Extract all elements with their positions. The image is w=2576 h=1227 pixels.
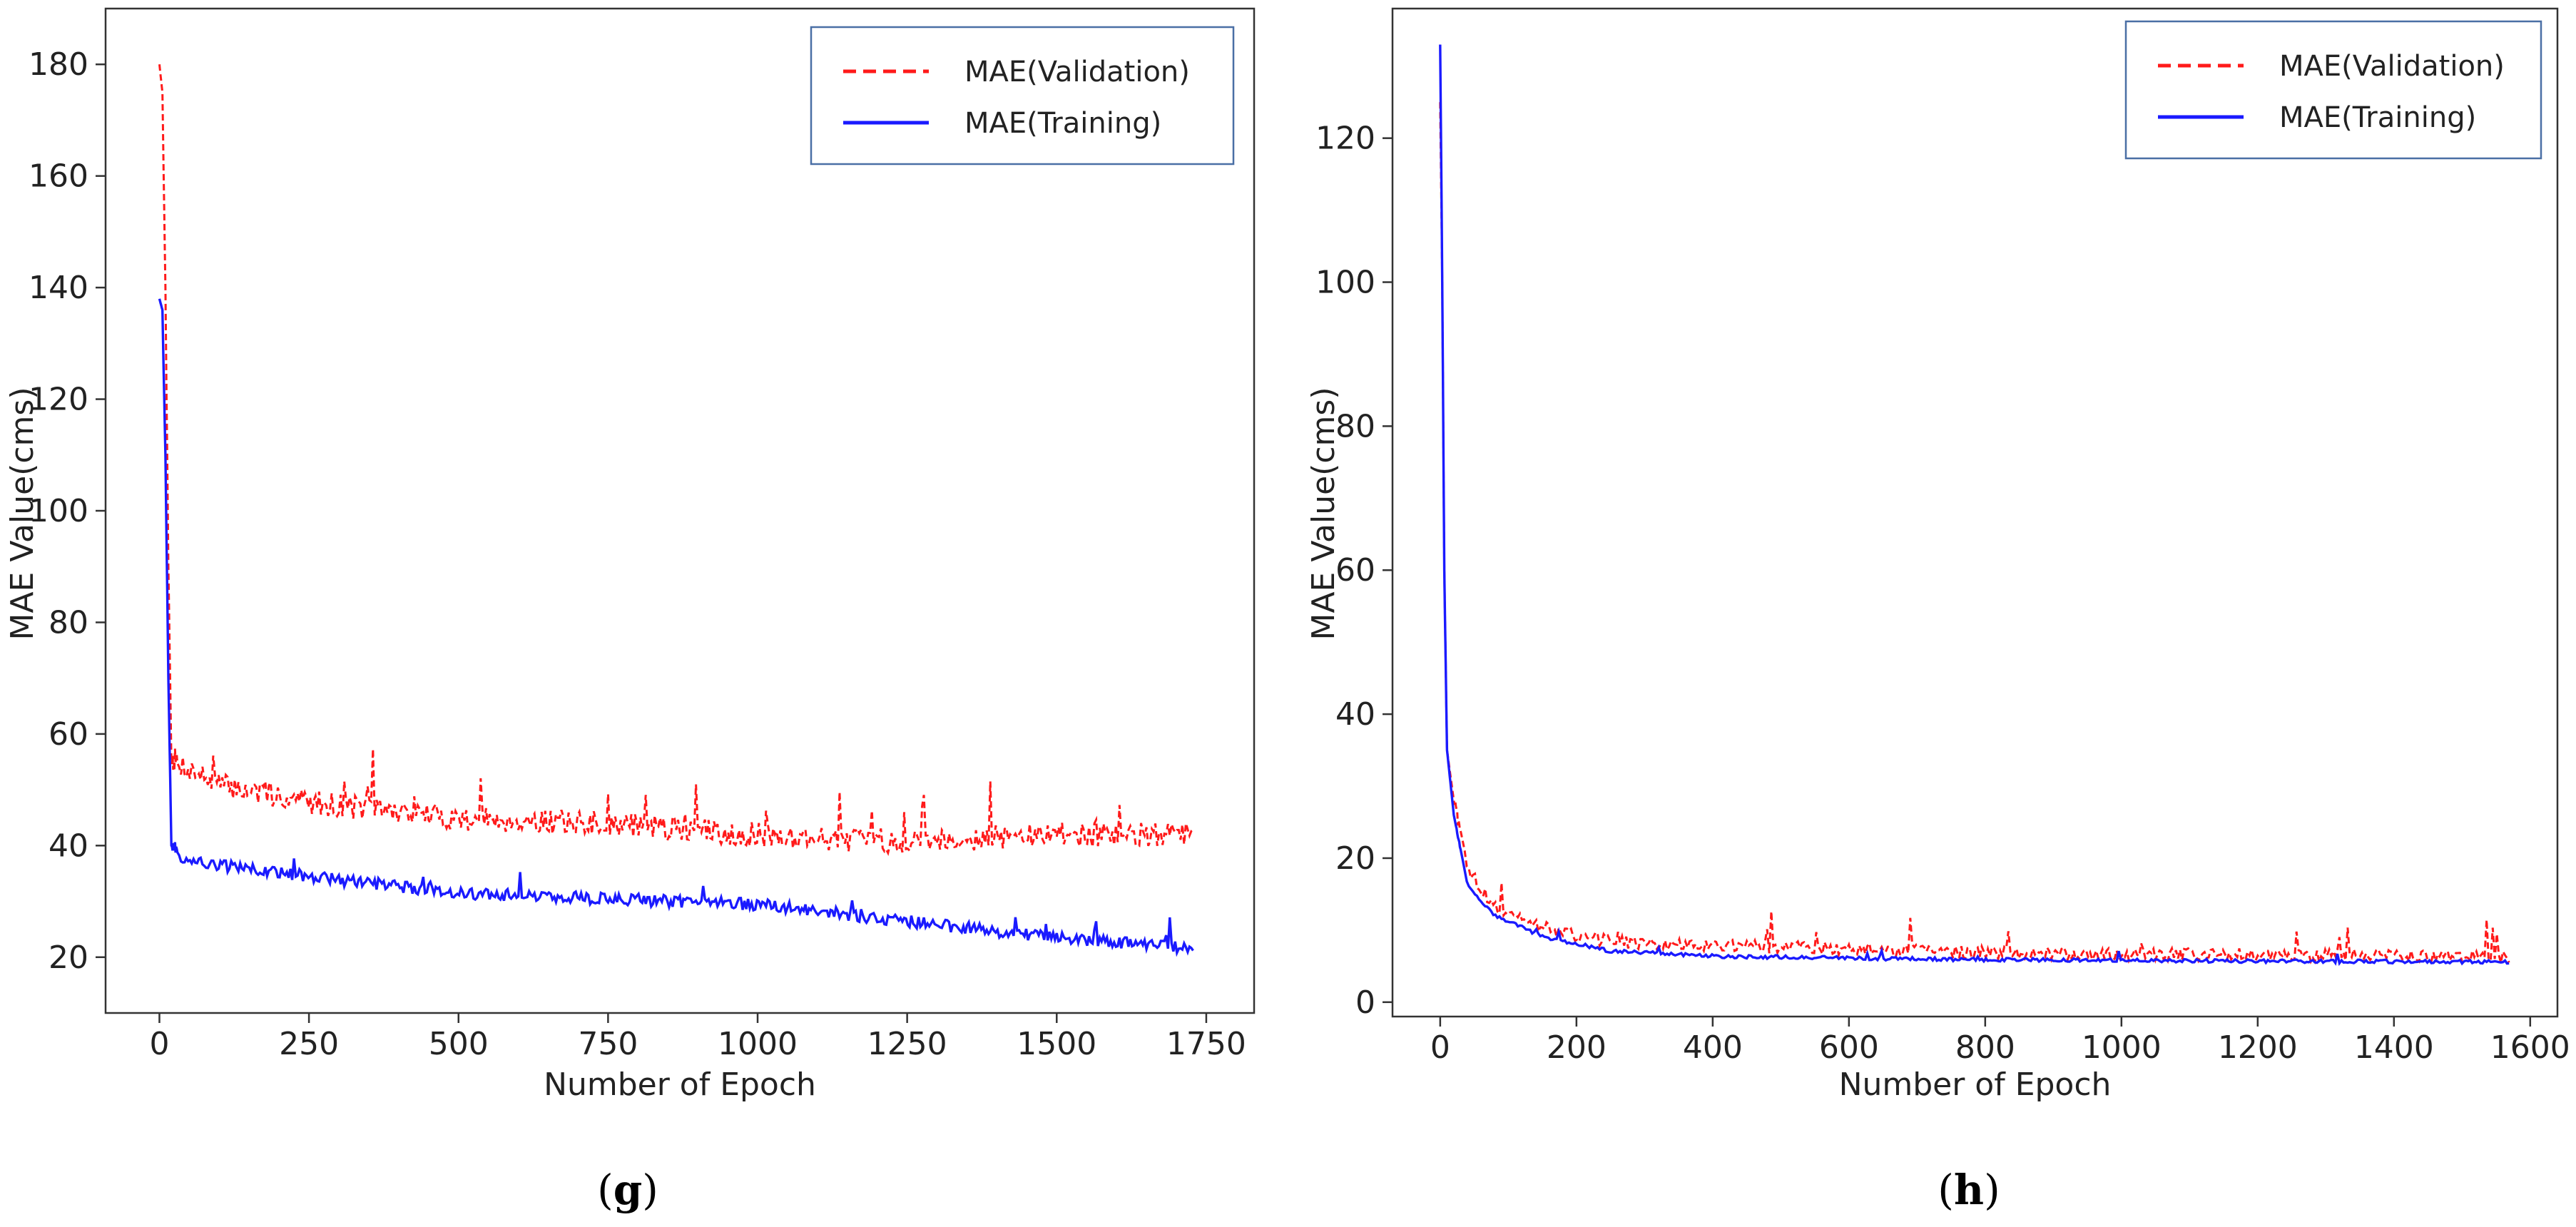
x-tick-label: 1750 <box>1166 1026 1246 1062</box>
y-tick-label: 140 <box>29 270 88 306</box>
y-tick-label: 60 <box>1335 552 1375 589</box>
plot-frame <box>1391 7 2559 1018</box>
legend: MAE(Validation) MAE(Training) <box>810 26 1235 166</box>
x-tick-label: 1600 <box>2490 1029 2570 1066</box>
legend-box <box>810 26 1235 166</box>
x-tick-label: 200 <box>1547 1029 1607 1066</box>
y-tick-label: 80 <box>49 604 88 641</box>
x-tick-label: 1000 <box>2082 1029 2162 1066</box>
legend: MAE(Validation) MAE(Training) <box>2124 20 2542 160</box>
y-tick-label: 0 <box>1355 984 1375 1021</box>
y-tick-label: 100 <box>29 493 88 529</box>
y-tick-label: 100 <box>1315 265 1375 301</box>
chart-panel-h: 0 200 400 600 800 1000 1200 1400 1600 0 20 40 60 80 10… <box>1305 7 2570 1214</box>
y-tick-label: 20 <box>1335 840 1375 877</box>
x-tick-label: 1250 <box>867 1026 947 1062</box>
series-line-validation <box>158 64 1194 856</box>
legend-label: MAE(Validation) <box>2279 50 2505 83</box>
y-tick-label: 120 <box>29 382 88 418</box>
x-tick-label: 500 <box>429 1026 489 1062</box>
panel-label: (g) <box>597 1166 658 1214</box>
x-axis-title: Number of Epoch <box>544 1066 816 1103</box>
legend-label: MAE(Validation) <box>964 56 1190 88</box>
x-tick-label: 1200 <box>2218 1029 2298 1066</box>
series-line-validation <box>1439 102 2510 966</box>
x-tick-label: 0 <box>149 1026 169 1062</box>
x-tick-label: 750 <box>578 1026 638 1062</box>
x-tick-label: 0 <box>1430 1029 1450 1066</box>
y-tick-label: 40 <box>1335 696 1375 733</box>
x-tick-label: 1000 <box>718 1026 798 1062</box>
y-axis-title: MAE Value(cms) <box>1305 387 1342 641</box>
y-axis-title: MAE Value(cms) <box>4 387 41 641</box>
x-tick-label: 800 <box>1955 1029 2015 1066</box>
x-axis-title: Number of Epoch <box>1839 1066 2112 1103</box>
legend-label: MAE(Training) <box>2279 101 2476 134</box>
y-tick-label: 160 <box>29 158 88 195</box>
y-tick-label: 40 <box>49 828 88 864</box>
x-tick-label: 250 <box>279 1026 339 1062</box>
chart-panel-g: 0 250 500 750 1000 1250 1500 1750 20 40 60 80 100 120… <box>4 7 1256 1214</box>
y-tick-label: 180 <box>29 46 88 83</box>
legend-label: MAE(Training) <box>964 107 1161 140</box>
legend-box <box>2124 20 2542 160</box>
y-tick-label: 20 <box>49 940 88 976</box>
y-tick-label: 60 <box>49 716 88 753</box>
x-tick-label: 1400 <box>2354 1029 2434 1066</box>
x-tick-label: 1500 <box>1017 1026 1096 1062</box>
series-line-training <box>158 298 1194 957</box>
y-tick-label: 120 <box>1315 121 1375 157</box>
y-tick-label: 80 <box>1335 408 1375 444</box>
series-line-training <box>1439 44 2510 967</box>
panel-label: (h) <box>1938 1166 2000 1214</box>
x-tick-label: 400 <box>1683 1029 1743 1066</box>
x-tick-label: 600 <box>1819 1029 1879 1066</box>
